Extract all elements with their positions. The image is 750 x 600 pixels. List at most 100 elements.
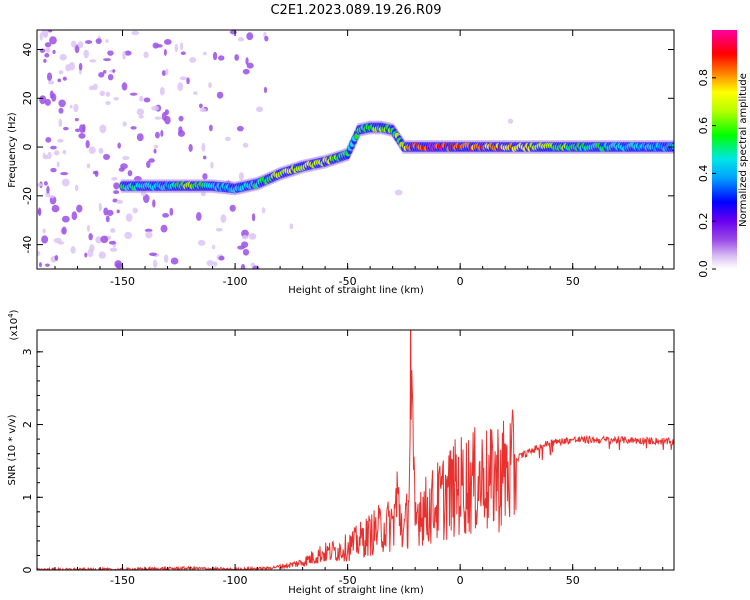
- noise-speckle: [261, 207, 266, 214]
- noise-speckle: [43, 58, 47, 63]
- colorbar-tick-label: 0.4: [697, 165, 710, 183]
- noise-speckle: [49, 90, 54, 99]
- noise-speckle: [76, 204, 83, 213]
- noise-speckle: [163, 254, 169, 264]
- noise-speckle: [105, 100, 111, 106]
- noise-speckle: [121, 82, 128, 91]
- noise-speckle: [131, 30, 140, 36]
- noise-speckle: [62, 149, 67, 155]
- snr-ytick-label: 3: [21, 348, 34, 355]
- noise-speckle: [99, 124, 107, 134]
- colorbar-tick-label: 0.8: [697, 69, 710, 87]
- noise-speckle: [143, 97, 151, 103]
- noise-speckle: [89, 59, 97, 63]
- noise-speckle: [189, 57, 197, 63]
- noise-speckle: [106, 209, 114, 216]
- noise-speckle: [48, 195, 55, 199]
- noise-speckle: [38, 262, 43, 268]
- noise-speckle: [47, 30, 53, 33]
- noise-speckle: [43, 31, 49, 38]
- noise-speckle: [210, 161, 214, 169]
- spec-xtick-label: 50: [566, 275, 580, 288]
- noise-speckle: [240, 263, 246, 269]
- noise-speckle: [145, 231, 153, 239]
- noise-speckle: [94, 170, 99, 177]
- noise-speckle: [115, 262, 123, 269]
- noise-speckle: [229, 30, 237, 35]
- noise-speckle: [58, 70, 64, 75]
- noise-speckle: [202, 155, 207, 160]
- noise-speckle: [124, 231, 133, 240]
- snr-xtick-label: 0: [457, 574, 464, 587]
- noise-speckle: [162, 213, 170, 218]
- noise-speckle: [143, 51, 149, 59]
- noise-speckle: [46, 185, 50, 194]
- spectrogram-xlabel: Height of straight line (km): [288, 285, 424, 296]
- noise-speckle: [129, 92, 138, 96]
- noise-speckle: [163, 48, 167, 56]
- spectrogram-marks: [37, 30, 674, 269]
- noise-speckle: [117, 142, 121, 149]
- noise-speckle: [198, 103, 203, 109]
- noise-speckle: [178, 115, 184, 122]
- noise-speckle: [57, 78, 62, 83]
- noise-speckle: [193, 91, 198, 95]
- noise-speckle: [49, 36, 57, 45]
- noise-speckle: [148, 252, 157, 256]
- noise-speckle: [130, 126, 137, 130]
- noise-speckle: [136, 133, 144, 142]
- noise-speckle: [109, 247, 118, 252]
- noise-speckle: [78, 62, 83, 71]
- noise-speckle: [169, 207, 174, 216]
- noise-speckle: [113, 182, 120, 190]
- noise-speckle: [98, 202, 102, 212]
- colorbar-tick-label: 0.6: [697, 117, 710, 135]
- noise-speckle: [44, 98, 51, 106]
- noise-speckle: [154, 131, 160, 139]
- noise-speckle: [45, 191, 51, 198]
- noise-speckle: [112, 69, 116, 73]
- spec-ytick-label: 20: [21, 91, 34, 105]
- noise-speckle: [186, 77, 190, 85]
- noise-speckle: [160, 224, 168, 233]
- noise-speckle: [61, 226, 67, 235]
- noise-speckle: [264, 35, 269, 42]
- noise-speckle: [88, 146, 96, 155]
- noise-speckle: [170, 257, 179, 265]
- snr-xtick-label: 50: [566, 574, 580, 587]
- noise-speckle: [245, 57, 249, 65]
- noise-speckle: [218, 255, 225, 261]
- noise-speckle: [84, 252, 88, 258]
- snr-multiplier: (x104): [7, 309, 20, 340]
- noise-speckle: [256, 106, 264, 113]
- noise-speckle: [86, 224, 91, 232]
- snr-xtick-label: -50: [339, 574, 357, 587]
- noise-speckle: [50, 167, 57, 173]
- noise-speckle: [142, 194, 150, 204]
- spectrogram-panel: -150 -100 -50 0 50 -40 -20 0 20 40 Height of stra…: [7, 29, 675, 296]
- noise-speckle: [136, 108, 145, 116]
- noise-speckle: [132, 207, 138, 214]
- noise-speckle: [154, 116, 162, 120]
- noise-speckle: [229, 204, 236, 212]
- noise-speckle: [98, 71, 105, 78]
- spec-xtick-label: -150: [110, 275, 135, 288]
- noise-speckle: [113, 190, 120, 195]
- noise-speckle: [148, 158, 155, 163]
- noise-speckle: [289, 223, 294, 230]
- colorbar: 0.0 0.2 0.4 0.6 0.8 Normalized spectral ampl…: [697, 30, 749, 278]
- snr-ytick-label: 0: [21, 567, 34, 574]
- noise-speckle: [53, 150, 60, 156]
- noise-speckle: [45, 47, 51, 53]
- spec-ytick-label: 40: [21, 43, 34, 57]
- noise-speckle: [113, 96, 119, 101]
- noise-speckle: [263, 86, 268, 94]
- noise-speckle: [77, 41, 84, 49]
- noise-speckle: [102, 69, 107, 74]
- snr-xlabel: Height of straight line (km): [288, 585, 424, 596]
- noise-speckle: [95, 38, 102, 44]
- noise-speckle: [152, 199, 156, 208]
- noise-speckle: [58, 99, 66, 108]
- noise-speckle: [251, 213, 256, 222]
- noise-speckle: [71, 211, 78, 221]
